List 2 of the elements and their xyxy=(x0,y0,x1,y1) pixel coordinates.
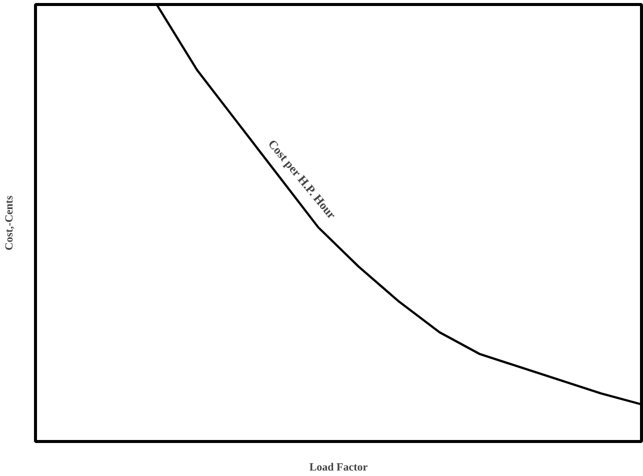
y-axis-title: Cost,-Cents xyxy=(4,194,16,250)
x-axis-title: Load Factor xyxy=(309,462,368,474)
